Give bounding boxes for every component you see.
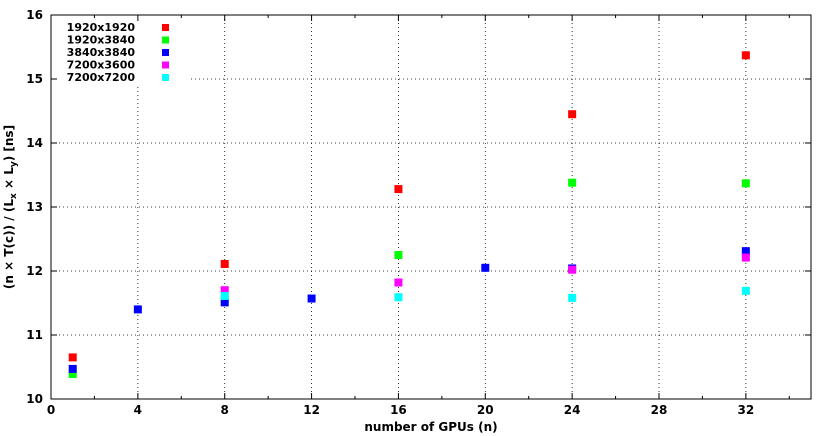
legend-label: 1920x3840 bbox=[67, 34, 136, 47]
data-point bbox=[220, 298, 229, 307]
legend-marker bbox=[162, 36, 169, 44]
x-tick-label: 12 bbox=[303, 403, 320, 417]
data-point bbox=[741, 51, 750, 60]
series-1920x3840 bbox=[68, 178, 750, 379]
data-point bbox=[741, 247, 750, 256]
data-point bbox=[68, 364, 77, 373]
series-7200x7200 bbox=[220, 286, 750, 302]
y-tick-label: 14 bbox=[26, 136, 43, 150]
series-3840x3840 bbox=[68, 247, 750, 373]
y-axis-label-part: (n × T(c)) / (L bbox=[2, 199, 16, 289]
series-1920x1920 bbox=[68, 51, 750, 362]
x-tick-label: 32 bbox=[738, 403, 755, 417]
y-axis-label-part: × L bbox=[2, 167, 16, 193]
legend-label: 1920x1920 bbox=[67, 21, 136, 34]
data-point bbox=[568, 110, 577, 119]
x-tick-label: 16 bbox=[390, 403, 407, 417]
data-point bbox=[394, 278, 403, 287]
legend-label: 7200x7200 bbox=[67, 71, 136, 84]
x-tick-label: 4 bbox=[134, 403, 142, 417]
data-point bbox=[394, 185, 403, 194]
x-tick-label: 0 bbox=[47, 403, 55, 417]
y-tick-label: 11 bbox=[26, 328, 43, 342]
x-tick-labels: 0 4 8 12 16 20 24 28 32 bbox=[47, 403, 754, 417]
grid-lines bbox=[51, 15, 811, 399]
data-point bbox=[220, 286, 229, 295]
legend-label: 7200x3600 bbox=[67, 59, 136, 72]
y-axis-label-subscript: x bbox=[9, 193, 19, 199]
x-tick-label: 28 bbox=[651, 403, 668, 417]
data-point bbox=[394, 293, 403, 302]
data-point bbox=[741, 286, 750, 295]
data-point bbox=[568, 178, 577, 187]
data-point bbox=[481, 263, 490, 272]
y-tick-label: 15 bbox=[26, 72, 43, 86]
data-point bbox=[220, 259, 229, 268]
series-7200x3600 bbox=[220, 253, 750, 295]
data-point bbox=[394, 251, 403, 259]
x-tick-label: 8 bbox=[221, 403, 229, 417]
tick-marks bbox=[50, 14, 811, 400]
y-axis-label-part: ) [ns] bbox=[2, 125, 16, 161]
y-axis-label: (n × T(c)) / (Lx × Ly) [ns] bbox=[2, 125, 19, 289]
y-tick-label: 16 bbox=[26, 8, 43, 22]
y-tick-label: 13 bbox=[26, 200, 43, 214]
legend-marker bbox=[162, 74, 169, 81]
legend-marker bbox=[162, 49, 169, 56]
x-tick-label: 20 bbox=[477, 403, 494, 417]
data-point bbox=[741, 253, 750, 262]
data-points bbox=[68, 51, 750, 379]
x-axis-label: number of GPUs (n) bbox=[364, 420, 497, 434]
legend-label: 3840x3840 bbox=[67, 46, 136, 59]
data-point bbox=[220, 291, 229, 300]
data-point bbox=[741, 179, 750, 188]
data-point bbox=[68, 353, 77, 362]
y-axis-label-subscript: y bbox=[9, 161, 19, 167]
x-tick-label: 24 bbox=[564, 403, 581, 417]
y-tick-label: 10 bbox=[26, 392, 43, 406]
y-tick-label: 12 bbox=[26, 264, 43, 278]
legend-marker bbox=[162, 24, 169, 31]
data-point bbox=[307, 294, 316, 303]
data-point bbox=[568, 265, 577, 274]
data-point bbox=[68, 370, 77, 379]
y-tick-labels: 10 11 12 13 14 15 16 bbox=[26, 8, 43, 406]
legend: 1920x19201920x38403840x38407200x36007200… bbox=[67, 21, 169, 84]
legend-marker bbox=[162, 61, 169, 69]
data-point bbox=[133, 305, 142, 314]
data-point bbox=[568, 293, 577, 302]
